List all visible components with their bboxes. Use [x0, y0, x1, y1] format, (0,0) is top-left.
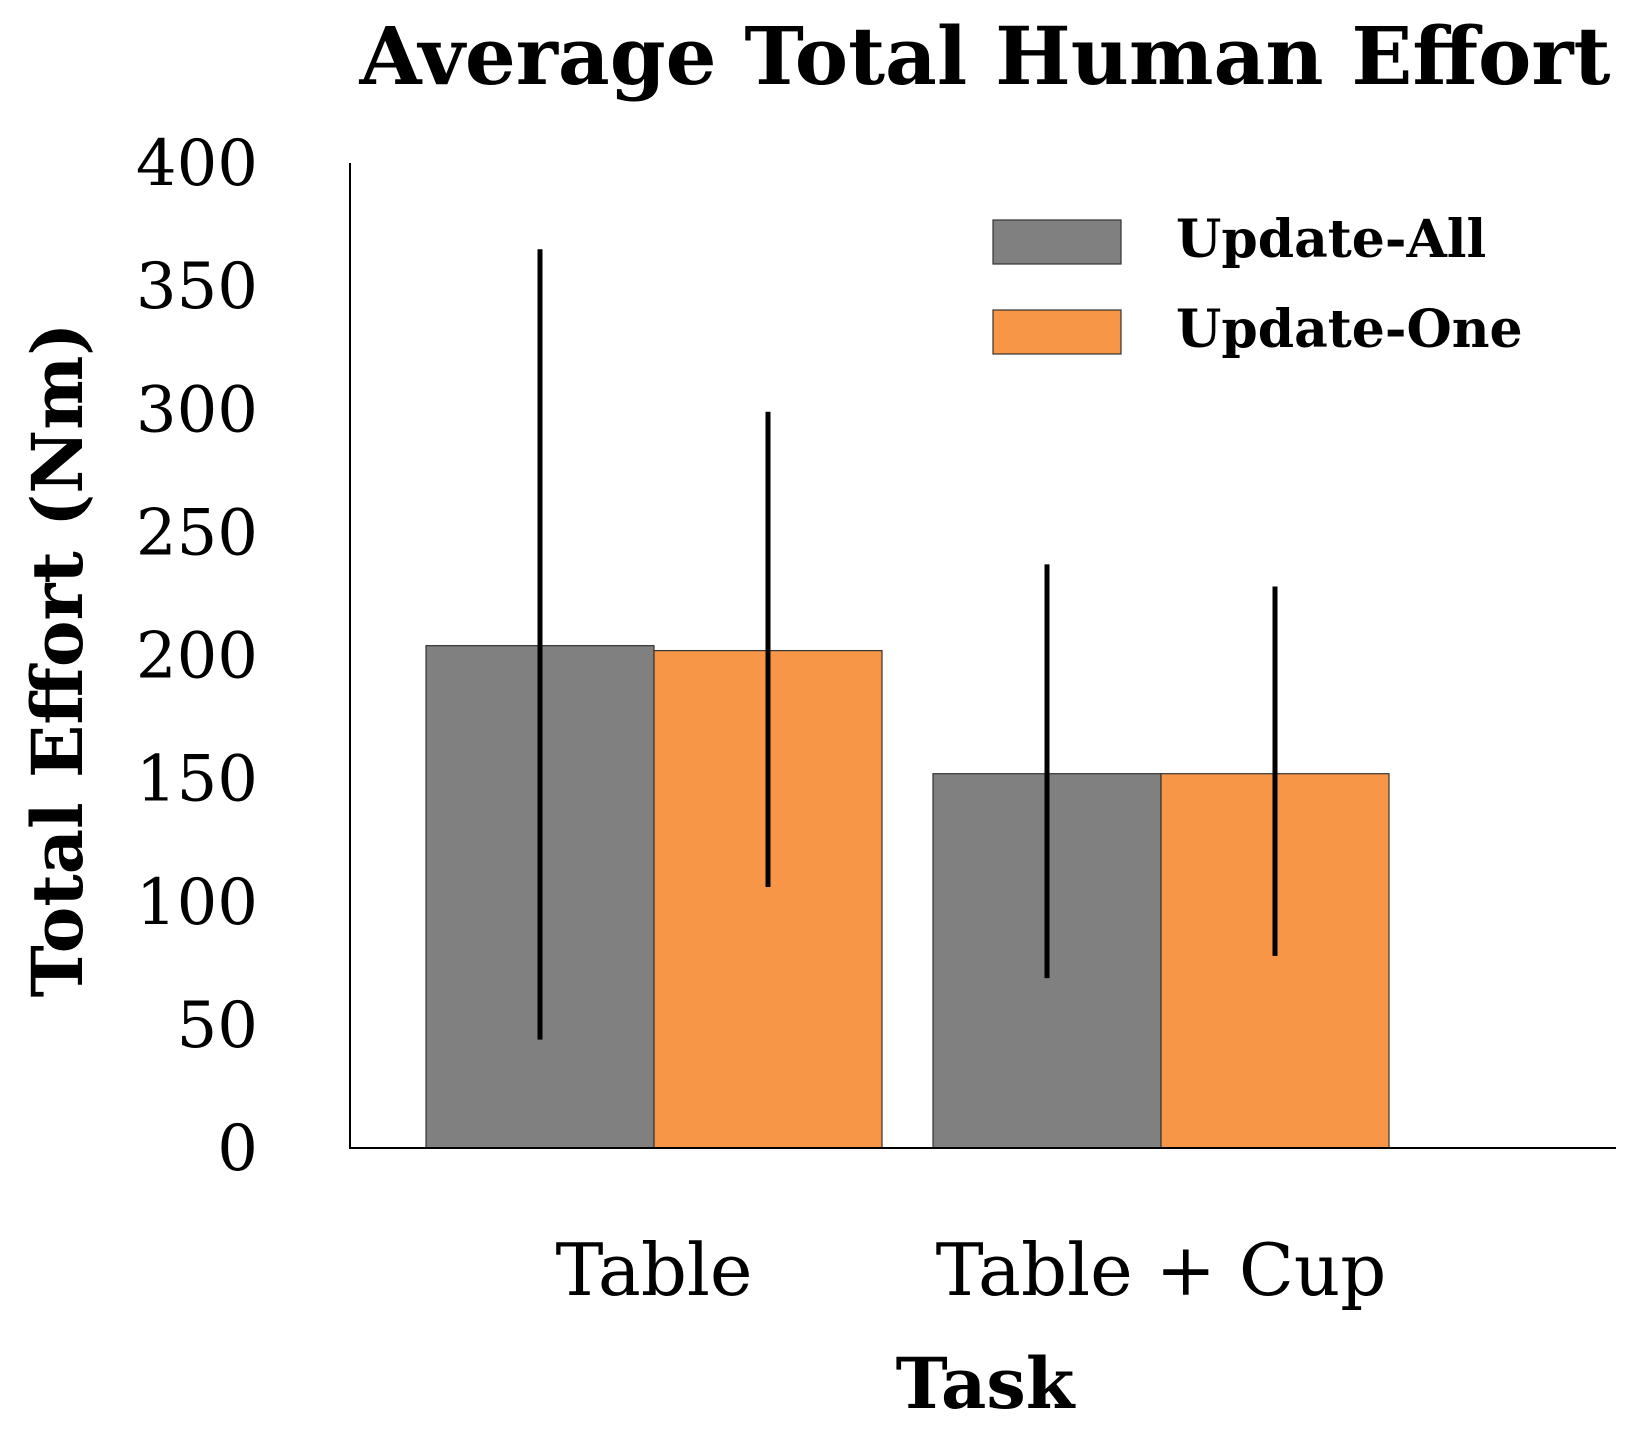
y-tick-label: 200	[136, 620, 258, 694]
y-axis-title: Total Effort (Nm)	[16, 323, 99, 998]
y-tick-label: 50	[177, 989, 258, 1063]
y-tick-label: 250	[136, 496, 258, 570]
y-tick-label: 300	[136, 373, 258, 447]
x-axis-title: Task	[896, 1342, 1076, 1425]
x-tick-label: Table	[555, 1228, 752, 1312]
chart-title: Average Total Human Effort	[359, 9, 1611, 103]
y-tick-label: 0	[217, 1112, 258, 1186]
y-tick-label: 100	[136, 866, 258, 940]
legend-swatch	[992, 219, 1122, 265]
legend-swatch	[992, 309, 1122, 355]
y-tick-label: 150	[136, 743, 258, 817]
y-tick-label: 400	[136, 127, 258, 201]
legend: Update-All Update-One	[992, 209, 1523, 360]
x-tick-label: Table + Cup	[936, 1228, 1387, 1312]
legend-label: Update-All	[1176, 209, 1486, 270]
y-tick-label: 350	[136, 250, 258, 324]
legend-label: Update-One	[1176, 299, 1523, 360]
